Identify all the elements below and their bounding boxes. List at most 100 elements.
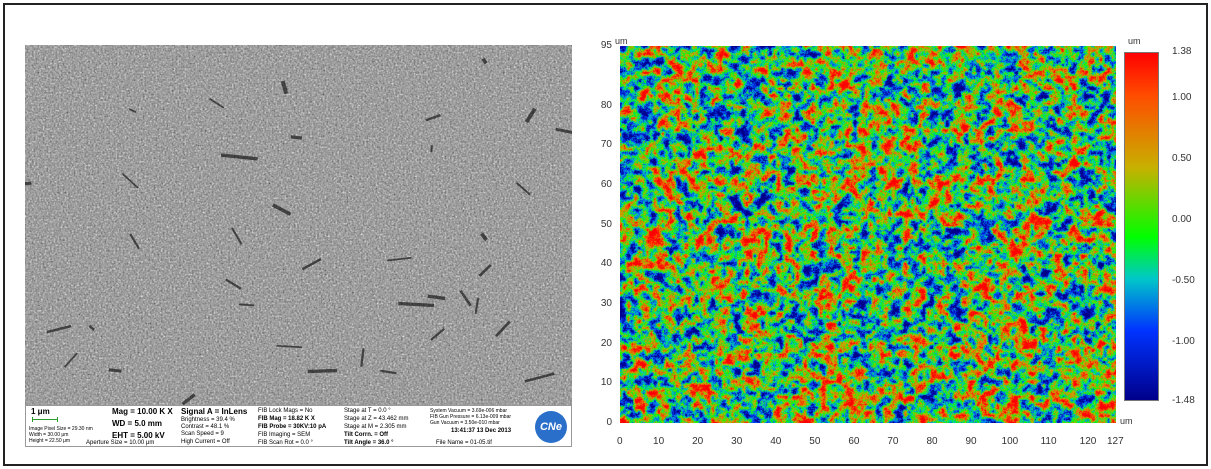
gun-vacuum: Gun Vacuum = 3.50e-010 mbar [430, 420, 500, 426]
surface-crack [220, 153, 258, 161]
x-tick-label: 110 [1040, 436, 1057, 447]
fib-lock: FIB Lock Mags = No [258, 408, 313, 414]
surface-crack [238, 303, 255, 307]
fib-scan-rot: FIB Scan Rot = 0.0 ° [258, 440, 313, 446]
cbar-tick-label: 1.00 [1172, 92, 1192, 104]
cbar-tick-label: -0.50 [1172, 275, 1195, 287]
surface-crack [495, 320, 511, 338]
stage-m: Stage at M = 2.305 mm [344, 424, 407, 430]
surface-crack [25, 181, 32, 186]
fib-gun-pressure: FIB Gun Pressure = 6.13e-009 mbar [430, 414, 512, 420]
surface-crack [121, 172, 139, 189]
wd: WD = 5.0 mm [112, 419, 163, 428]
color-scale-bar [1124, 52, 1159, 401]
surface-crack [88, 324, 96, 331]
signal: Signal A = InLens [181, 407, 248, 416]
surface-crack [307, 368, 338, 374]
cbar-tick-label: 1.38 [1172, 46, 1192, 57]
tilt-angle: Tilt Angle = 36.0 ° [344, 440, 394, 446]
surface-crack [46, 324, 72, 334]
scale-label: 1 μm [31, 407, 50, 416]
cbar-unit-label: um [1128, 36, 1141, 46]
surface-crack [516, 182, 531, 196]
surface-crack [478, 263, 492, 277]
x-unit-label: um [1120, 416, 1133, 426]
sem-micrograph [25, 45, 572, 405]
surface-crack [480, 232, 488, 242]
surface-crack [129, 233, 140, 250]
aperture: Aperture Size = 10.00 μm [86, 440, 155, 446]
y-tick-label: 20 [600, 337, 612, 349]
pixel-size: Image Pixel Size = 29.30 nm [29, 426, 93, 432]
y-tick-label: 30 [600, 297, 612, 309]
surface-crack [128, 108, 137, 113]
surface-crack [108, 368, 122, 373]
x-tick-label: 0 [617, 436, 623, 447]
surface-crack [360, 348, 365, 367]
scale-bar [32, 417, 58, 422]
surface-crack [231, 227, 243, 245]
surface-crack [524, 107, 537, 124]
y-tick-label: 60 [600, 178, 612, 190]
contrast: Contrast = 48.1 % [181, 424, 230, 430]
surface-crack [474, 297, 480, 314]
y-tick-label: 50 [600, 218, 612, 230]
surface-crack [430, 327, 445, 341]
surface-crack [481, 57, 488, 65]
fib-probe: FIB Probe = 30KV:10 pA [258, 424, 327, 430]
system-vacuum: System Vacuum = 3.69e-006 mbar [430, 408, 508, 414]
image-width: Width = 30.00 μm [29, 432, 69, 438]
surface-crack [459, 290, 472, 307]
stage-z: Stage at Z = 43.462 mm [344, 416, 409, 422]
surface-crack [380, 369, 397, 375]
surface-crack [387, 256, 412, 262]
y-tick-label: 70 [600, 139, 612, 151]
y-unit-label: um [615, 36, 628, 46]
y-tick-label: 10 [600, 377, 612, 389]
file-name: File Name = 01-05.tif [436, 440, 492, 446]
surface-crack [425, 114, 441, 122]
tilt-corrn: Tilt Corrn. = Off [344, 432, 389, 438]
x-tick-label: 90 [965, 436, 977, 447]
cbar-tick-label: -1.48 [1172, 395, 1195, 406]
surface-crack [225, 278, 242, 290]
high-current: High Current = Off [181, 439, 230, 445]
x-tick-label: 100 [1001, 436, 1019, 447]
y-tick-label: 40 [600, 258, 612, 270]
y-tick-label: 95 [600, 40, 612, 51]
surface-crack [276, 344, 302, 349]
stage-t: Stage at T = 0.0 ° [344, 408, 391, 414]
x-tick-label: 30 [731, 436, 743, 447]
cbar-tick-label: 0.00 [1172, 214, 1192, 226]
surface-crack [524, 372, 555, 383]
eht: EHT = 5.00 kV [112, 431, 165, 440]
datetime: 13:41:37 13 Dec 2013 [451, 428, 512, 434]
x-tick-label: 120 [1079, 436, 1097, 447]
surface-crack [272, 203, 292, 216]
y-tick-label: 80 [600, 99, 612, 111]
mag: Mag = 10.00 K X [112, 407, 173, 416]
x-tick-label: 50 [809, 436, 821, 447]
fib-imaging: FIB Imaging = SEM [258, 432, 311, 438]
surface-crack [290, 135, 303, 140]
cne-logo: CNe [535, 411, 567, 443]
image-height: Height = 22.50 μm [29, 438, 71, 444]
fib-mag: FIB Mag = 18.82 K X [258, 416, 315, 422]
brightness: Brightness = 39.4 % [181, 417, 235, 423]
y-tick-label: 0 [606, 417, 612, 428]
surface-crack [555, 127, 572, 134]
x-tick-label: 70 [887, 436, 899, 447]
sem-data-bar: 1 μm Image Pixel Size = 29.30 nm Width =… [25, 405, 572, 447]
surface-crack [427, 294, 446, 301]
cbar-tick-label: -1.00 [1172, 336, 1195, 348]
x-tick-label: 80 [926, 436, 938, 447]
x-tick-label: 60 [848, 436, 860, 447]
surface-crack [301, 257, 322, 271]
cbar-tick-label: 0.50 [1172, 153, 1192, 165]
x-tick-label: 10 [653, 436, 665, 447]
surface-crack [398, 301, 435, 308]
surface-crack [280, 80, 289, 95]
x-tick-label: 40 [770, 436, 782, 447]
surface-crack [208, 97, 225, 109]
height-map-image [620, 46, 1116, 423]
